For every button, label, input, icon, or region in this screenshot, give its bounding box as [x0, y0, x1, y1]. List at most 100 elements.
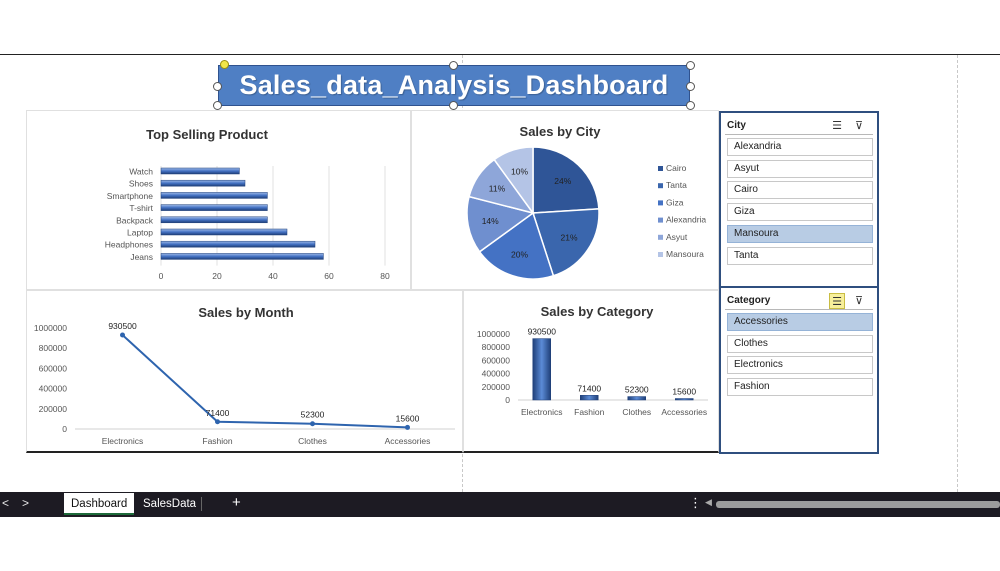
next-sheet-icon[interactable]: >: [22, 496, 30, 510]
chart-title: Sales by Month: [198, 305, 293, 320]
y-tick-label: 200000: [39, 404, 68, 414]
tab-separator: [201, 497, 202, 511]
dashboard-title: Sales_data_Analysis_Dashboard: [239, 70, 669, 100]
legend-swatch: [658, 183, 663, 189]
data-point: [215, 419, 220, 425]
ribbon-divider: [0, 54, 1000, 55]
sheet-tab-bar: < > Dashboard SalesData + ⋮ ◀: [0, 492, 1000, 517]
bar-shoes: [160, 179, 246, 187]
slicer-header: Category ☰ ⊽: [725, 292, 873, 310]
pie-label: 24%: [554, 176, 571, 186]
resize-handle-left[interactable]: [213, 82, 222, 91]
x-tick-label: 80: [380, 271, 390, 281]
sales-by-city-svg: Sales by City 24% Cairo 21% Tanta 20% Giza 14%…: [466, 124, 706, 280]
y-tick-label: 1000000: [477, 329, 510, 339]
multi-select-icon[interactable]: ☰: [832, 120, 842, 132]
y-tick-label: 400000: [482, 369, 511, 379]
data-label: 71400: [206, 408, 230, 418]
chart-title: Sales by Category: [541, 304, 654, 319]
pie-label: 21%: [561, 232, 578, 242]
y-tick-label: Shoes: [129, 179, 153, 189]
y-tick-label: Smartphone: [107, 191, 154, 201]
sales-by-category-chart[interactable]: Sales by Category 0 200000 400000 600000 800…: [463, 290, 719, 453]
pie-label: 20%: [511, 249, 528, 259]
add-sheet-icon[interactable]: +: [232, 494, 241, 511]
slicer-item-asyut[interactable]: Asyut: [727, 159, 873, 178]
legend-label: Giza: [666, 197, 684, 207]
chart-title: Top Selling Product: [146, 127, 268, 142]
y-tick-label: Headphones: [105, 240, 153, 250]
y-tick-label: 800000: [39, 343, 68, 353]
data-point: [120, 332, 125, 338]
slicer-item-cairo[interactable]: Cairo: [727, 181, 873, 200]
rotation-handle[interactable]: [220, 60, 229, 69]
bar-headphones: [160, 240, 316, 248]
bar-t-shirt: [160, 204, 268, 211]
sheet-tab-salesdata[interactable]: SalesData: [143, 498, 197, 510]
slicer-item-fashion[interactable]: Fashion: [727, 378, 873, 397]
x-tick-label: Electronics: [102, 436, 144, 446]
slicer-item-tanta[interactable]: Tanta: [727, 246, 873, 265]
scroll-left-icon[interactable]: ◀: [705, 497, 712, 507]
slicer-item-clothes[interactable]: Clothes: [727, 334, 873, 353]
multi-select-icon[interactable]: ☰: [829, 293, 845, 309]
top-selling-product-svg: Top Selling Product 0 20 40 60 80 Watch Shoes S…: [105, 127, 390, 281]
sheet-tab-dashboard[interactable]: Dashboard: [64, 493, 135, 515]
data-label: 15600: [672, 387, 696, 397]
x-tick-label: Electronics: [521, 407, 563, 417]
column-accessories: [675, 398, 694, 401]
bar-jeans: [160, 253, 324, 260]
sales-by-month-chart[interactable]: Sales by Month 0 200000 400000 600000 800000…: [26, 290, 463, 453]
column-fashion: [580, 395, 599, 401]
column-clothes: [627, 396, 646, 401]
data-point: [405, 424, 410, 430]
x-tick-label: 40: [268, 271, 278, 281]
city-slicer[interactable]: City ☰ ⊽ Alexandria Asyut Cairo Giza Mansour…: [719, 111, 879, 289]
horizontal-scrollbar[interactable]: [716, 501, 1000, 508]
sales-by-city-chart[interactable]: Sales by City 24% Cairo 21% Tanta 20% Giza 14%…: [411, 110, 719, 290]
slicer-item-mansoura[interactable]: Mansoura: [727, 224, 873, 243]
slicer-item-accessories[interactable]: Accessories: [727, 313, 873, 331]
x-tick-label: Clothes: [622, 407, 651, 417]
x-tick-label: 60: [324, 271, 334, 281]
data-label: 930500: [528, 327, 557, 337]
bar-watch: [160, 167, 240, 175]
top-selling-product-chart[interactable]: Top Selling Product 0 20 40 60 80 Watch Shoes S…: [26, 110, 411, 290]
slicer-item-giza[interactable]: Giza: [727, 203, 873, 222]
clear-filter-icon[interactable]: ⊽: [854, 120, 864, 132]
slicer-item-alexandria[interactable]: Alexandria: [727, 138, 873, 156]
legend-swatch: [658, 234, 663, 240]
resize-handle-right[interactable]: [686, 82, 695, 91]
pie-slice-mansoura: [493, 146, 534, 216]
resize-handle-bottom-right[interactable]: [686, 101, 695, 110]
legend-swatch: [658, 252, 663, 257]
clear-filter-icon[interactable]: ⊽: [854, 295, 864, 307]
y-tick-label: Watch: [129, 167, 153, 177]
data-label: 52300: [301, 410, 325, 420]
data-label: 71400: [577, 383, 601, 393]
y-tick-label: 400000: [39, 384, 68, 394]
pie-label: 14%: [482, 216, 499, 226]
resize-handle-top[interactable]: [449, 61, 458, 70]
slicer-title: City: [727, 120, 746, 131]
resize-handle-bottom-left[interactable]: [213, 101, 222, 110]
x-tick-label: Fashion: [574, 407, 605, 417]
legend-swatch: [658, 217, 663, 223]
resize-handle-bottom[interactable]: [449, 101, 458, 110]
column-electronics: [532, 338, 551, 401]
resize-handle-top-right[interactable]: [686, 61, 695, 70]
y-tick-label: Laptop: [127, 228, 153, 238]
pie-label: 10%: [511, 167, 528, 177]
y-tick-label: 800000: [482, 342, 511, 352]
prev-sheet-icon[interactable]: <: [2, 496, 10, 510]
more-options-icon[interactable]: ⋮: [689, 495, 702, 510]
dashboard-title-shape[interactable]: Sales_data_Analysis_Dashboard: [218, 65, 690, 106]
data-label: 52300: [625, 385, 649, 395]
slicer-item-electronics[interactable]: Electronics: [727, 356, 873, 375]
y-tick-label: 600000: [482, 355, 511, 365]
y-tick-label: Backpack: [116, 215, 154, 225]
x-tick-label: 20: [212, 271, 222, 281]
x-tick-label: Accessories: [661, 407, 707, 417]
category-slicer[interactable]: Category ☰ ⊽ Accessories Clothes Electroni…: [719, 286, 879, 454]
legend-label: Alexandria: [666, 215, 706, 225]
